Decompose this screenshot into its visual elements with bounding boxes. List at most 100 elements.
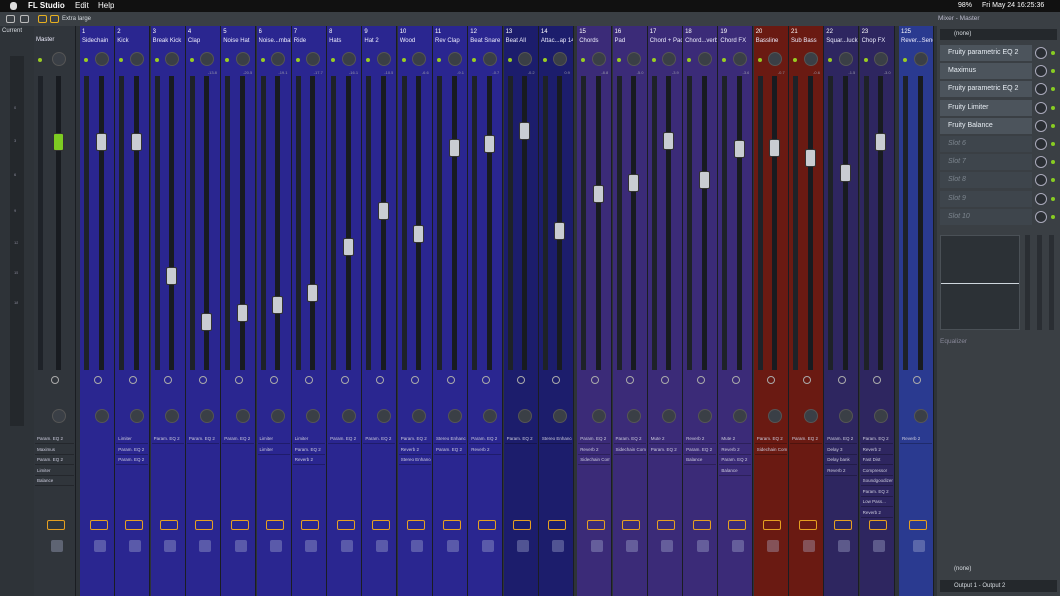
pan-knob[interactable] <box>376 52 391 66</box>
slot-led[interactable] <box>1051 142 1055 146</box>
routing-arrow[interactable] <box>763 520 782 530</box>
mixer-track[interactable]: 5 Noise Hat -20.5 Param. EQ 2 <box>221 26 257 596</box>
pan-knob[interactable] <box>732 52 747 66</box>
effect-slot[interactable]: Param. EQ 2 <box>35 455 74 465</box>
eq-fader[interactable] <box>1037 235 1042 330</box>
pan-knob[interactable] <box>52 52 66 66</box>
track-led[interactable] <box>154 58 159 62</box>
track-led[interactable] <box>437 58 441 62</box>
effect-slot[interactable]: Reverb 2 <box>398 445 431 455</box>
zoom-label[interactable]: Extra large <box>62 16 92 22</box>
route-button[interactable] <box>199 376 208 384</box>
fader-handle[interactable] <box>804 149 816 167</box>
fader-handle[interactable] <box>663 132 675 150</box>
effect-slot[interactable]: Reverb 2 <box>469 445 502 455</box>
slot-mix-knob[interactable] <box>1035 174 1047 187</box>
route-button[interactable] <box>802 376 811 384</box>
slot-led[interactable] <box>1051 178 1055 183</box>
fader-handle[interactable] <box>875 133 887 151</box>
effect-slot[interactable]: Limiter <box>257 434 290 444</box>
slot-led[interactable] <box>1051 105 1055 110</box>
route-button[interactable] <box>340 376 349 384</box>
pan-knob[interactable] <box>271 52 285 66</box>
track-led[interactable] <box>507 58 512 62</box>
track-led[interactable] <box>542 58 547 62</box>
fader-handle[interactable] <box>95 133 107 151</box>
route-button[interactable] <box>837 376 846 384</box>
fader-handle[interactable] <box>236 304 248 322</box>
slot-mix-knob[interactable] <box>1035 119 1047 132</box>
pan-knob[interactable] <box>803 52 818 66</box>
eq-fader[interactable] <box>1025 235 1030 330</box>
track-led[interactable] <box>863 58 868 62</box>
effect-slot[interactable]: Balance <box>35 476 74 486</box>
routing-arrow[interactable] <box>230 520 249 530</box>
send-knob[interactable] <box>874 409 889 423</box>
track-led[interactable] <box>225 58 230 62</box>
mixer-track[interactable]: 17 Chord + Pad -3.9 Mute 2 Param. EQ 2 <box>647 26 683 596</box>
mixer-track[interactable]: 18 Chord...verb Reverb 2 Param. EQ 2 Balance <box>683 26 719 596</box>
send-knob[interactable] <box>732 409 747 423</box>
fader-handle[interactable] <box>554 222 566 240</box>
effect-slot[interactable]: Param. EQ 2 <box>648 445 681 455</box>
send-knob[interactable] <box>662 409 677 423</box>
routing-arrow[interactable] <box>833 520 852 530</box>
mixer-track[interactable]: 3 Break Kick Param. EQ 2 <box>150 26 186 596</box>
effect-slot[interactable]: Param. EQ 2 <box>398 434 431 444</box>
routing-arrow[interactable] <box>477 520 496 530</box>
route-button[interactable] <box>270 376 278 384</box>
mixer-track[interactable]: 22 Squar...luck -1.5 Param. EQ 2 Delay 3 Dela… <box>824 26 860 596</box>
fader-handle[interactable] <box>130 133 142 151</box>
input-select[interactable]: (none) <box>940 29 1057 40</box>
fader-handle[interactable] <box>592 185 604 203</box>
effect-slot[interactable]: Limiter <box>35 466 74 476</box>
route-button[interactable] <box>375 376 384 384</box>
route-button[interactable] <box>767 376 776 384</box>
effect-slot[interactable]: Stereo Enhancer <box>434 434 466 444</box>
effect-slot[interactable]: Param. EQ 2 <box>434 445 466 455</box>
send-knob[interactable] <box>591 409 606 423</box>
effect-slot[interactable]: Maximus <box>35 445 74 455</box>
route-button[interactable] <box>912 376 921 384</box>
mixer-track[interactable]: 23 Chop FX -3.0 Param. EQ 2 Reverb 2 Fast Dis… <box>859 26 895 596</box>
mixer-track[interactable]: 10 Wood -6.6 Param. EQ 2 Reverb 2 Stereo Enha… <box>397 26 433 596</box>
fader-handle[interactable] <box>519 122 531 140</box>
fader-handle[interactable] <box>272 296 283 314</box>
route-button[interactable] <box>51 376 59 384</box>
track-led[interactable] <box>616 58 621 62</box>
slot-led[interactable] <box>1051 214 1055 219</box>
effect-slot[interactable]: Param. EQ 2 <box>222 434 255 444</box>
route-button[interactable] <box>411 376 420 384</box>
fader-handle[interactable] <box>483 135 495 153</box>
mixer-track[interactable]: 20 Bassline -0.7 Param. EQ 2 Sidechain Comp <box>753 26 789 596</box>
pan-knob[interactable] <box>518 52 533 66</box>
effect-slot[interactable]: Param. EQ 2 <box>116 455 149 465</box>
effect-slot[interactable]: Balance <box>684 455 717 465</box>
track-led[interactable] <box>331 58 336 62</box>
menu-item[interactable]: Help <box>98 1 115 10</box>
track-led[interactable] <box>189 58 194 62</box>
track-led[interactable] <box>84 58 88 62</box>
route-button[interactable] <box>305 376 314 384</box>
routing-arrow[interactable] <box>586 520 605 530</box>
slot-led[interactable] <box>1051 196 1055 201</box>
pan-knob[interactable] <box>235 52 250 66</box>
send-knob[interactable] <box>94 409 109 423</box>
mixer-track[interactable]: 16 Pad -5.0 Param. EQ 2 Sidechain Comp <box>612 26 648 596</box>
track-led[interactable] <box>260 58 265 62</box>
effect-slot-button[interactable]: Fruity Balance <box>940 117 1032 134</box>
route-button[interactable] <box>128 376 137 384</box>
pan-knob[interactable] <box>874 52 889 66</box>
send-knob[interactable] <box>165 409 180 423</box>
track-led[interactable] <box>295 58 300 62</box>
slot-led[interactable] <box>1051 87 1055 92</box>
effect-slot-button[interactable]: Maximus <box>940 63 1032 80</box>
send-knob[interactable] <box>803 409 818 423</box>
pan-knob[interactable] <box>200 52 215 66</box>
slot-mix-knob[interactable] <box>1035 210 1047 223</box>
routing-arrow[interactable] <box>908 520 927 530</box>
mixer-track[interactable]: 12 Beat Snare -0.7 Param. EQ 2 Reverb 2 <box>468 26 504 596</box>
send-knob[interactable] <box>553 409 568 423</box>
pan-knob[interactable] <box>662 52 677 66</box>
route-button[interactable] <box>481 376 490 384</box>
